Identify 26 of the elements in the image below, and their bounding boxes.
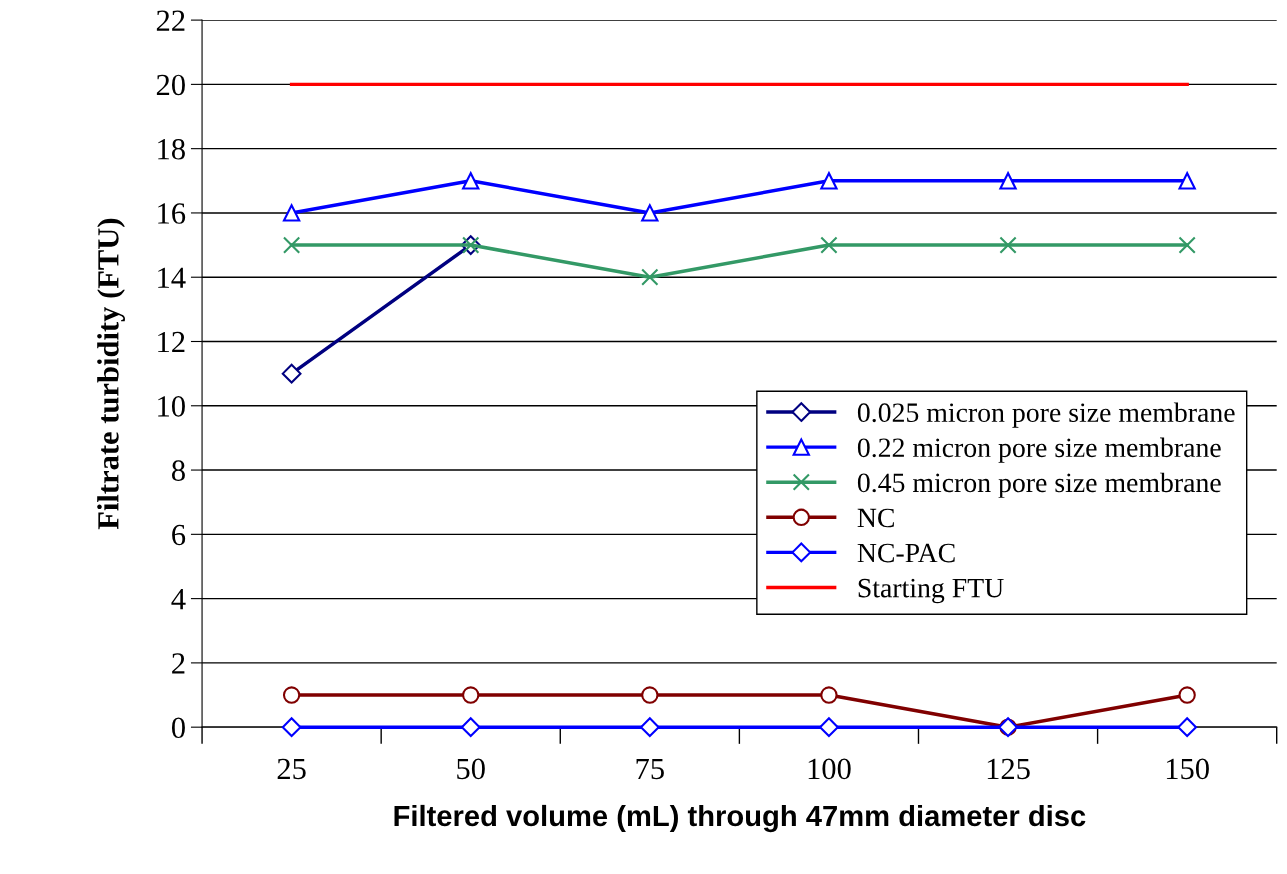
legend-label: 0.45 micron pore size membrane <box>857 472 1221 498</box>
legend-label: NC-PAC <box>857 543 955 563</box>
y-tick-label: 10 <box>158 396 185 417</box>
y-tick-label: 14 <box>158 267 186 288</box>
legend-label: 0.22 micron pore size membrane <box>857 437 1221 463</box>
x-tick-label: 150 <box>1166 758 1209 780</box>
y-tick-label: 20 <box>156 74 185 96</box>
x-tick-label: 75 <box>636 758 664 780</box>
y-tick-label: 18 <box>158 138 185 160</box>
x-tick-label: 25 <box>277 758 306 780</box>
y-axis-title: Filtrate turbidity (FTU) <box>97 218 125 530</box>
legend-label: 0.025 micron pore size membrane <box>857 402 1235 428</box>
y-tick-label: 6 <box>172 524 186 546</box>
legend-label: Starting FTU <box>858 578 1004 604</box>
y-tick-label: 12 <box>158 331 185 353</box>
y-tick-label: 22 <box>156 10 185 31</box>
y-tick-label: 0 <box>171 717 185 739</box>
y-tick-label: 16 <box>158 203 186 224</box>
x-tick-label: 100 <box>808 758 851 780</box>
x-axis-title: Filtered volume (mL) through 47mm diameter disc <box>394 804 1086 833</box>
x-tick-label: 50 <box>457 758 485 780</box>
y-tick-label: 2 <box>172 653 185 674</box>
y-tick-label: 4 <box>171 589 186 610</box>
y-tick-label: 8 <box>171 460 185 481</box>
x-tick-label: 125 <box>987 758 1030 780</box>
legend-label: NC <box>857 508 894 528</box>
